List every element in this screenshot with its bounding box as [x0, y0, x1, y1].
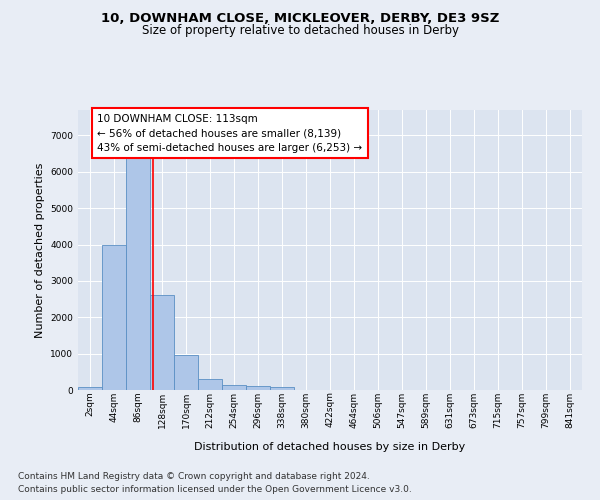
Text: 10 DOWNHAM CLOSE: 113sqm
← 56% of detached houses are smaller (8,139)
43% of sem: 10 DOWNHAM CLOSE: 113sqm ← 56% of detach…: [97, 114, 362, 153]
Text: Size of property relative to detached houses in Derby: Size of property relative to detached ho…: [142, 24, 458, 37]
Bar: [174, 355, 198, 390]
Bar: [126, 152, 150, 390]
Bar: [150, 294, 174, 390]
Text: Contains HM Land Registry data © Crown copyright and database right 2024.: Contains HM Land Registry data © Crown c…: [18, 472, 370, 481]
Bar: [270, 388, 294, 390]
Bar: [246, 386, 270, 390]
Text: Distribution of detached houses by size in Derby: Distribution of detached houses by size …: [194, 442, 466, 452]
Bar: [78, 388, 102, 390]
Bar: [222, 386, 246, 390]
Bar: [198, 379, 222, 390]
Text: 10, DOWNHAM CLOSE, MICKLEOVER, DERBY, DE3 9SZ: 10, DOWNHAM CLOSE, MICKLEOVER, DERBY, DE…: [101, 12, 499, 26]
Y-axis label: Number of detached properties: Number of detached properties: [35, 162, 44, 338]
Bar: [102, 246, 126, 390]
Text: Contains public sector information licensed under the Open Government Licence v3: Contains public sector information licen…: [18, 485, 412, 494]
